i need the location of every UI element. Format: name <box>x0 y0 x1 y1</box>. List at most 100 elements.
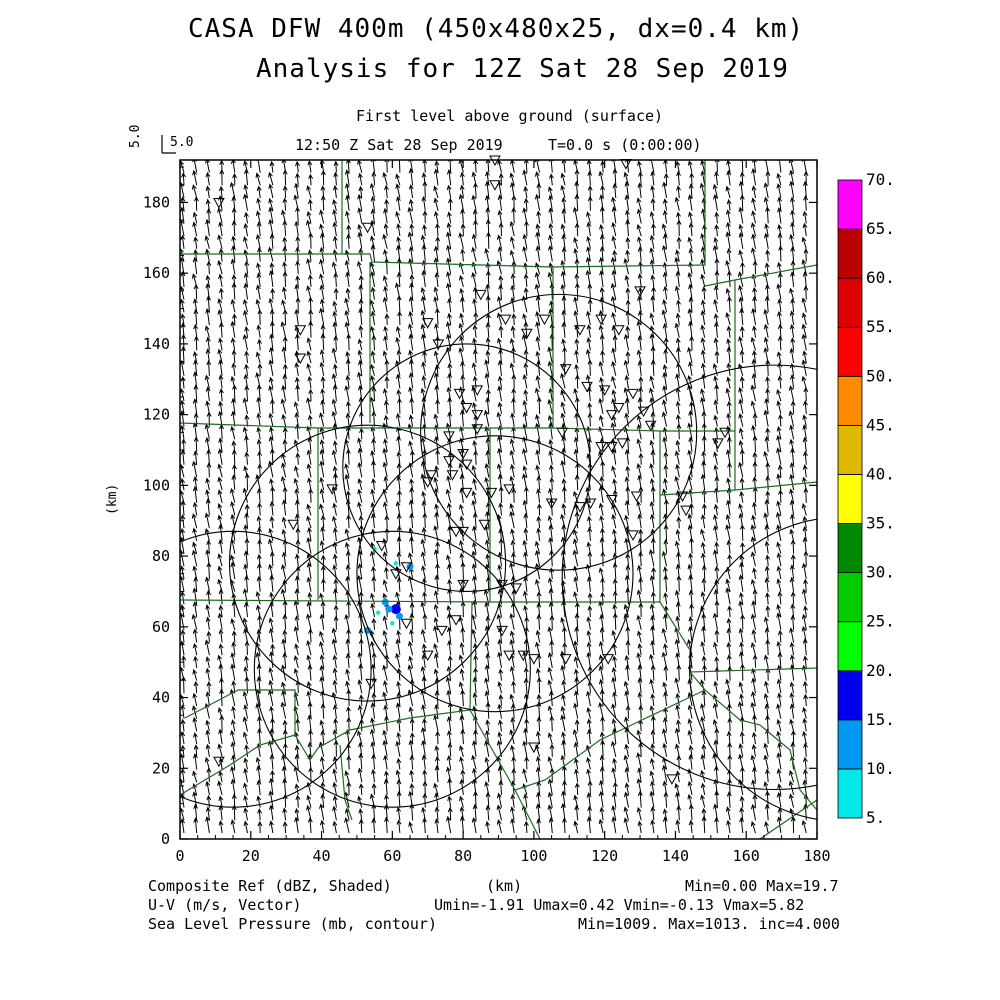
wind-vector <box>623 754 629 770</box>
wind-vector <box>789 180 795 199</box>
wind-vector <box>611 347 617 364</box>
wind-vector <box>776 447 782 465</box>
wind-vector <box>294 816 299 834</box>
wind-vector <box>306 285 312 300</box>
wind-vector <box>333 615 339 630</box>
wind-vector <box>700 170 706 186</box>
wind-vector <box>217 259 223 275</box>
reflectivity-cell <box>381 598 389 606</box>
wind-vector <box>280 701 287 719</box>
wind-vector <box>511 755 517 770</box>
wind-vector <box>599 246 605 262</box>
wind-vector <box>611 235 617 249</box>
wind-vector <box>600 160 606 173</box>
wind-vector <box>242 716 248 732</box>
wind-vector <box>244 503 250 516</box>
wind-vector <box>446 815 452 834</box>
wind-vector <box>420 287 426 300</box>
wind-vector <box>624 397 630 414</box>
colorbar-segment <box>837 228 863 279</box>
wind-vector <box>574 612 580 630</box>
wind-vector <box>382 447 388 465</box>
wind-vector <box>294 575 300 592</box>
wind-vector <box>446 766 452 783</box>
wind-vector <box>192 211 198 224</box>
wind-vector <box>676 423 682 440</box>
station-marker <box>581 381 593 393</box>
wind-vector <box>191 613 198 630</box>
wind-vector <box>675 615 681 630</box>
wind-vector <box>549 549 555 567</box>
station-marker <box>520 328 533 340</box>
wind-vector <box>319 258 325 275</box>
wind-vector <box>447 312 453 326</box>
wind-vector <box>714 816 720 834</box>
wind-vector <box>497 564 503 580</box>
wind-vector <box>307 160 313 173</box>
wind-vector <box>369 396 375 414</box>
wind-vector <box>649 375 655 389</box>
wind-vector <box>433 185 439 199</box>
radar-range-rings <box>180 293 817 820</box>
wind-vector <box>180 604 185 618</box>
wind-vector <box>623 680 629 694</box>
wind-vector <box>219 677 224 694</box>
wind-vector <box>192 668 198 681</box>
wind-vector <box>206 295 212 313</box>
wind-vector <box>625 486 631 503</box>
wind-vector <box>700 349 706 364</box>
wind-vector <box>244 451 250 465</box>
wind-vector <box>573 640 579 656</box>
wind-vector <box>268 206 274 224</box>
wind-vector <box>344 385 350 402</box>
wind-vector <box>344 249 350 262</box>
wind-vector <box>282 185 288 199</box>
footer-field-2: U-V (m/s, Vector) <box>148 896 302 914</box>
wind-vector <box>547 398 553 415</box>
wind-vector <box>700 309 706 326</box>
wind-vector <box>790 614 796 630</box>
wind-vector <box>344 817 350 834</box>
wind-vector <box>687 449 693 465</box>
wind-vector <box>306 654 312 669</box>
wind-vector <box>192 298 198 313</box>
wind-vector <box>308 308 314 326</box>
wind-vector <box>802 424 808 440</box>
y-tick-label: 80 <box>152 547 170 565</box>
wind-vector <box>230 719 236 732</box>
wind-vector <box>396 389 402 402</box>
wind-vector <box>497 385 503 402</box>
wind-vector <box>625 465 631 478</box>
wind-vector <box>574 426 580 440</box>
wind-vector <box>295 452 301 465</box>
wind-vector <box>612 538 618 554</box>
wind-vector <box>637 474 643 491</box>
wind-vector <box>257 808 263 821</box>
wind-vector <box>332 440 338 453</box>
wind-vector <box>446 689 452 707</box>
wind-vector <box>676 551 681 567</box>
wind-vector <box>623 258 629 275</box>
wind-vector <box>445 676 452 694</box>
wind-vector <box>687 308 693 326</box>
wind-vector <box>471 740 477 757</box>
wind-vector <box>319 540 325 554</box>
wind-vector <box>598 818 604 834</box>
wind-vector <box>421 411 427 427</box>
range-ring <box>342 343 592 592</box>
wind-vector <box>217 565 223 580</box>
wind-vector <box>536 780 542 795</box>
wind-vector <box>409 803 415 821</box>
wind-vector <box>408 184 414 199</box>
wind-vector <box>611 703 617 719</box>
wind-vector <box>256 604 261 618</box>
wind-vector <box>384 184 389 199</box>
wind-vector <box>751 185 757 199</box>
wind-vector <box>268 790 274 808</box>
wind-vector <box>319 246 325 262</box>
wind-vector <box>205 185 211 199</box>
wind-vector <box>587 402 593 414</box>
wind-vector <box>269 804 274 821</box>
wind-vector <box>370 363 375 376</box>
wind-vector <box>204 576 210 592</box>
